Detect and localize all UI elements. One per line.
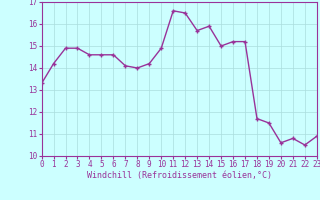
X-axis label: Windchill (Refroidissement éolien,°C): Windchill (Refroidissement éolien,°C) — [87, 171, 272, 180]
